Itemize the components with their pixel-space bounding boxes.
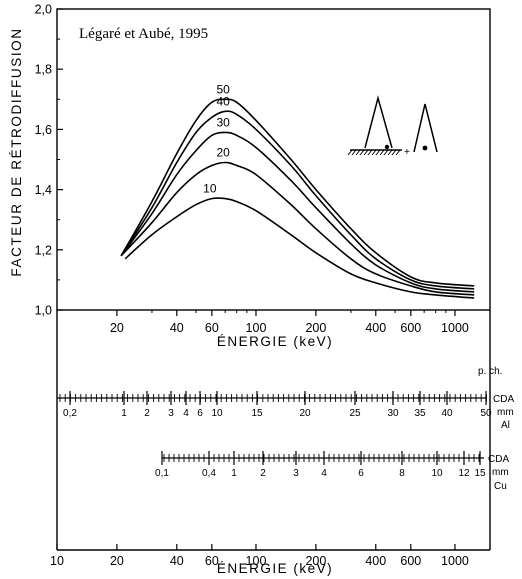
cu-tick-label: 10 [431,468,443,479]
al-tick-label: 30 [387,408,399,419]
al-unit-line2: mm [497,407,514,418]
cu-tick-label: 12 [458,468,470,479]
cu-tick-label: 4 [321,468,327,479]
y-tick-label: 1,6 [35,123,52,137]
bottom-x-tick-label: 100 [246,554,267,568]
slab-hatch-icon [379,149,385,156]
bottom-x-tick-label: 600 [400,554,421,568]
bottom-x-tick-label: 20 [110,554,124,568]
x-tick-label: 60 [205,321,219,335]
al-tick-label: 6 [197,408,203,419]
curve-label-50: 50 [216,82,230,96]
al-tick-label: 35 [414,408,426,419]
al-tick-label: 2 [144,408,150,419]
cu-tick-label: 2 [260,468,266,479]
x-tick-label: 40 [170,321,184,335]
slab-dot-icon [384,144,390,150]
cu-unit-line2: mm [492,467,509,478]
bottom-x-tick-label: 60 [205,554,219,568]
curve-40 [120,110,475,290]
x-tick-label: 400 [365,321,386,335]
x-axis-title-top: ÉNERGIE (keV) [217,334,333,349]
bottom-x-tick-label: 200 [305,554,326,568]
plot-frame [56,8,491,311]
slab-hatch-icon [375,149,381,156]
chart-caption: Légaré et Aubé, 1995 [79,26,208,42]
y-tick-label: 1,4 [35,183,52,197]
plus-icon: + [404,147,410,158]
slab-hatch-icon [387,149,393,156]
slab-hatch-icon [371,149,377,156]
bottom-x-tick-label: 400 [365,554,386,568]
cu-unit-line3: Cu [494,481,507,492]
slab-hatch-icon [347,149,353,156]
cu-tick-label: 8 [399,468,405,479]
cu-tick-label: 1 [231,468,237,479]
curve-50 [120,98,475,287]
x-tick-label: 20 [110,321,124,335]
slab-hatch-icon [363,149,369,156]
al-unit-line3: Al [501,420,510,431]
al-tick-label: 1 [121,408,127,419]
slab-hatch-icon [395,149,401,156]
al-tick-label: 25 [349,408,361,419]
al-tick-label: 3 [168,408,174,419]
y-tick-label: 2,0 [35,3,52,17]
curve-label-20: 20 [216,146,230,160]
x-tick-label: 200 [305,321,326,335]
y-tick-label: 1,8 [35,63,52,77]
slab-hatch-icon [383,149,389,156]
slab-cone-icon [364,95,393,149]
x-tick-label: 1000 [441,321,469,335]
curve-label-30: 30 [216,115,230,129]
cu-tick-label: 0,1 [155,468,169,479]
curve-30 [120,131,475,293]
y-tick-label: 1,2 [35,243,52,257]
curve-20 [120,161,475,296]
slab-hatch-icon [367,149,373,156]
slab-hatch-icon [351,149,357,156]
y-axis-title: FACTEUR DE RÉTRODIFFUSION [9,27,24,276]
al-tick-label: 40 [441,408,453,419]
curve-label-40: 40 [216,94,230,108]
al-tick-label: 10 [211,408,223,419]
curve-10 [124,197,475,299]
al-tick-label: 50 [480,408,492,419]
curve-label-10: 10 [203,182,217,196]
free-cone-icon [413,103,438,153]
x-tick-label: 600 [400,321,421,335]
x-axis-title-bottom: ÉNERGIE (keV) [217,561,333,576]
slab-hatch-icon [359,149,365,156]
slab-hatch-icon [391,149,397,156]
free-dot-icon [422,145,428,151]
cu-tick-label: 6 [358,468,364,479]
x-tick-label: 100 [246,321,267,335]
cu-tick-label: 3 [293,468,299,479]
al-tick-label: 0,2 [63,408,77,419]
bottom-x-tick-label: 40 [170,554,184,568]
bottom-x-tick-label: 10 [50,554,64,568]
al-tick-label: 4 [183,408,189,419]
al-unit-line1: CDA [493,394,514,405]
slab-hatch-icon [355,149,361,156]
al-tick-label: 20 [299,408,311,419]
bottom-x-tick-label: 1000 [441,554,469,568]
y-tick-label: 1,0 [35,304,52,318]
cu-unit-line1: CDA [488,454,509,465]
cu-tick-label: 0,4 [202,468,216,479]
al-tick-label: 15 [251,408,263,419]
cu-tick-label: 15 [474,468,486,479]
